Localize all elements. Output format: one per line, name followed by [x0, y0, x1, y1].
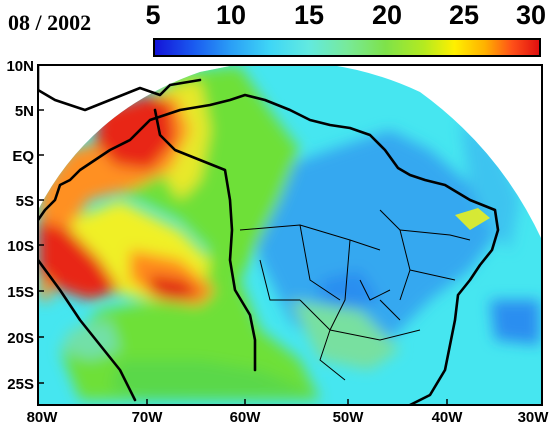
lon-label: 60W [230, 409, 262, 426]
longitude-labels: 80W 70W 60W 50W 40W 30W [27, 409, 550, 426]
lon-label: 40W [432, 409, 464, 426]
lat-label: EQ [12, 148, 34, 165]
state-borders [239, 209, 471, 381]
colorbar-tick: 15 [293, 0, 325, 30]
colorbar-tick: 20 [371, 0, 403, 30]
colorbar-tick: 5 [145, 0, 161, 30]
lat-label: 10N [6, 58, 34, 75]
lat-label: 5S [16, 193, 34, 210]
colorbar [153, 38, 541, 57]
lat-label: 25S [7, 376, 34, 393]
axis-ticks [37, 64, 543, 405]
date-label: 08 / 2002 [8, 10, 92, 35]
lon-label: 50W [333, 409, 365, 426]
coastlines [38, 65, 500, 405]
lat-label: 10S [7, 238, 34, 255]
colorbar-tick: 25 [448, 0, 480, 30]
lat-label: 20S [7, 330, 34, 347]
latitude-labels: 10N 5N EQ 5S 10S 15S 20S 25S [6, 58, 34, 393]
lon-label: 80W [27, 409, 59, 426]
lat-label: 15S [7, 284, 34, 301]
lon-label: 30W [518, 409, 550, 426]
colorbar-tick: 30 [515, 0, 547, 30]
lon-label: 70W [132, 409, 164, 426]
map-frame [37, 64, 543, 406]
lat-label: 5N [15, 103, 34, 120]
colorbar-tick: 10 [215, 0, 247, 30]
